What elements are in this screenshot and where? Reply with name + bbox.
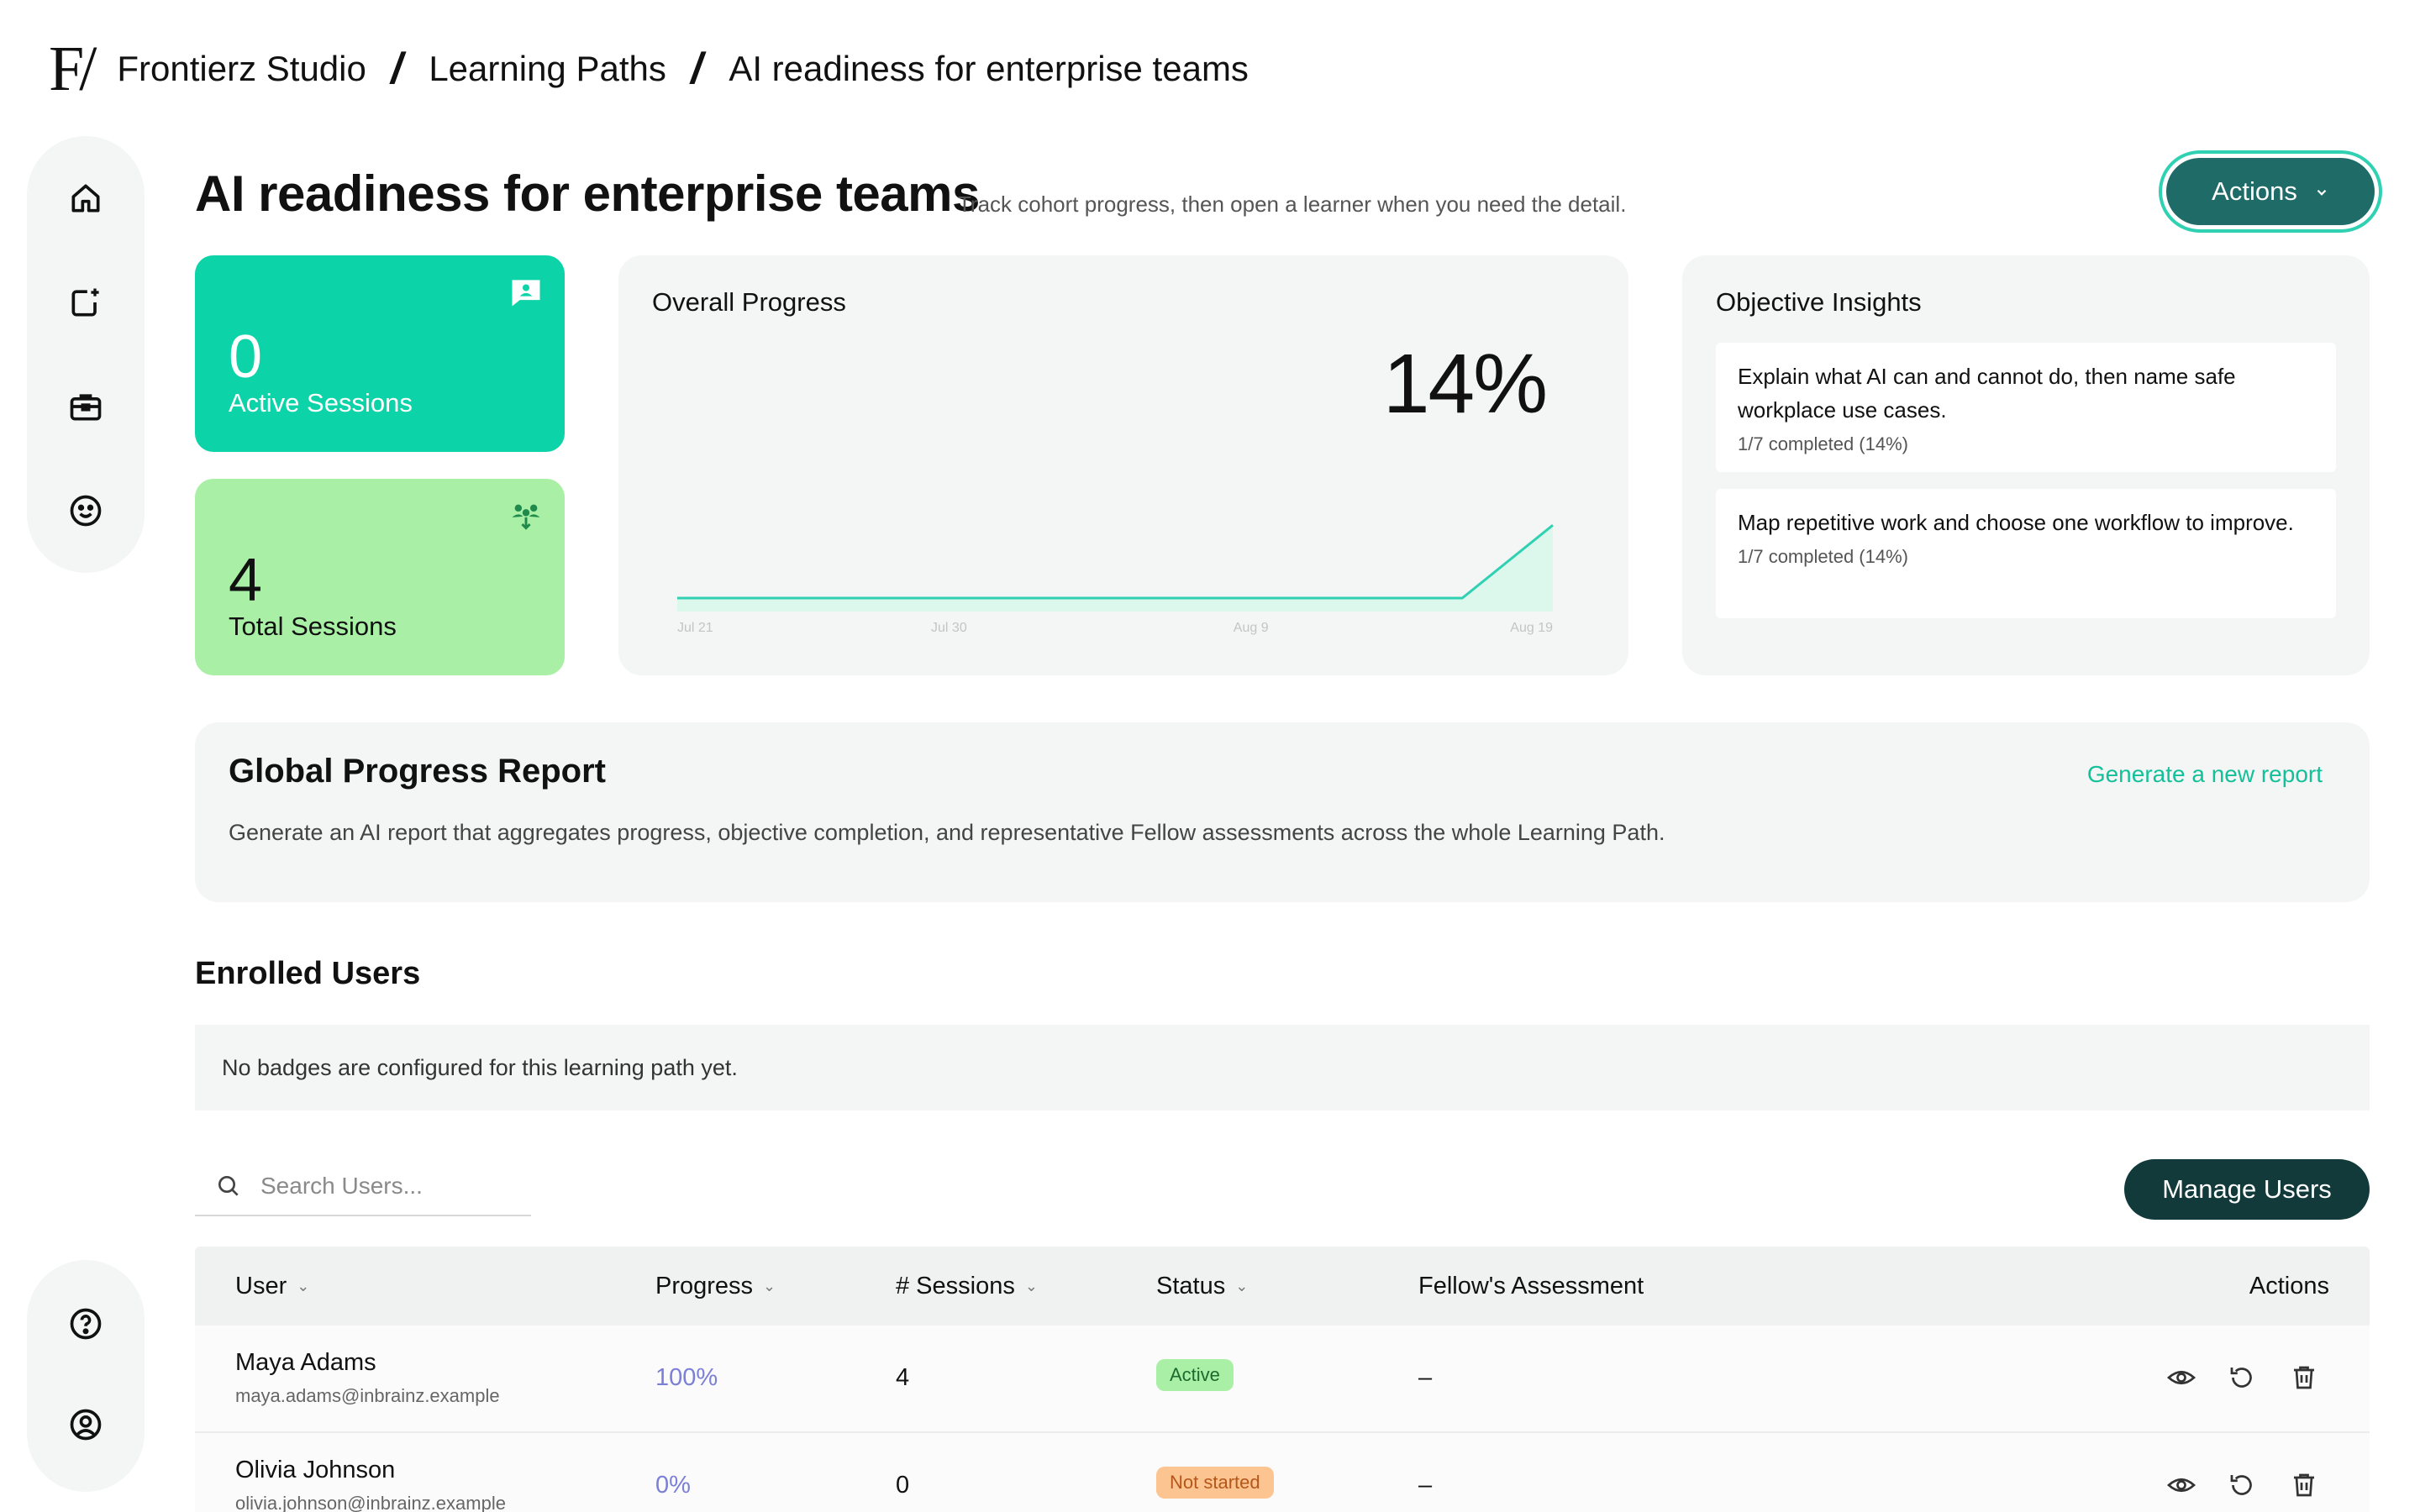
status-badge: Active xyxy=(1156,1359,1234,1391)
page-title: AI readiness for enterprise teams xyxy=(195,165,980,222)
breadcrumb-item-learning-paths[interactable]: Learning Paths xyxy=(429,49,666,88)
actions-button-label: Actions xyxy=(2212,176,2297,206)
sort-chevron-icon: ⌄ xyxy=(763,1277,776,1294)
search-icon xyxy=(218,1176,239,1196)
x-tick-label: Aug 9 xyxy=(1234,621,1269,635)
chevron-down-icon xyxy=(2314,176,2329,207)
progress-line xyxy=(677,524,1554,600)
column-label: Status xyxy=(1156,1272,1226,1299)
breadcrumb-item-current: AI readiness for enterprise teams xyxy=(729,49,1249,88)
reset-icon[interactable] xyxy=(2227,1470,2260,1504)
progress-chart: Jul 21 Jul 30 Aug 9 Aug 19 xyxy=(677,524,1554,635)
x-tick-label: Aug 19 xyxy=(1510,621,1553,635)
column-label: Progress xyxy=(655,1272,754,1299)
x-tick-label: Jul 30 xyxy=(931,621,967,635)
generate-report-link[interactable]: Generate a new report xyxy=(2086,761,2323,787)
insight-meta: 1/7 completed (14%) xyxy=(1738,546,1908,567)
user-name: Maya Adams xyxy=(235,1349,376,1376)
active-sessions-card: 0 Active Sessions xyxy=(195,255,565,452)
table-row[interactable]: Olivia Johnson olivia.johnson@inbrainz.e… xyxy=(195,1433,2370,1512)
global-progress-report: Global Progress Report Generate an AI re… xyxy=(195,722,2370,902)
column-label: Fellow's Assessment xyxy=(1418,1272,1644,1299)
user-cell: Olivia Johnson olivia.johnson@inbrainz.e… xyxy=(235,1457,506,1512)
breadcrumb-separator: / xyxy=(387,45,408,93)
group-icon xyxy=(512,504,540,530)
delete-icon[interactable] xyxy=(2289,1470,2323,1504)
status-cell: Active xyxy=(1156,1359,1234,1391)
assessment-value: – xyxy=(1418,1472,1433,1499)
smiley-icon[interactable] xyxy=(64,489,108,533)
help-icon[interactable] xyxy=(64,1302,108,1346)
assessment-value: – xyxy=(1418,1364,1433,1391)
sort-chevron-icon: ⌄ xyxy=(1235,1277,1249,1294)
active-sessions-value: 0 xyxy=(229,323,263,391)
insight-text: Explain what AI can and cannot do, then … xyxy=(1738,364,2236,423)
users-table-header: User ⌄ Progress ⌄ # Sessions ⌄ Status ⌄ Fell… xyxy=(195,1247,2370,1326)
sort-chevron-icon: ⌄ xyxy=(1024,1277,1038,1294)
status-cell: Not started xyxy=(1156,1467,1274,1499)
manage-users-button[interactable]: Manage Users xyxy=(2124,1159,2370,1220)
brand-logo[interactable]: F/ xyxy=(49,34,97,104)
user-cell: Maya Adams maya.adams@inbrainz.example xyxy=(235,1349,500,1407)
total-sessions-label: Total Sessions xyxy=(229,612,397,641)
x-tick-label: Jul 21 xyxy=(677,621,713,635)
enrolled-users-title: Enrolled Users xyxy=(195,956,421,991)
insight-item[interactable]: Map repetitive work and choose one workf… xyxy=(1716,489,2336,618)
total-sessions-card: 4 Total Sessions xyxy=(195,479,565,675)
overall-progress-value: 14% xyxy=(1382,337,1548,431)
sort-chevron-icon: ⌄ xyxy=(297,1277,310,1294)
column-header-user[interactable]: User ⌄ xyxy=(235,1247,309,1326)
home-icon[interactable] xyxy=(64,176,108,220)
sidebar-secondary xyxy=(27,1260,145,1492)
reset-icon[interactable] xyxy=(2227,1362,2260,1396)
overall-progress-title: Overall Progress xyxy=(652,287,846,317)
user-email: olivia.johnson@inbrainz.example xyxy=(235,1493,506,1512)
column-label: Actions xyxy=(2249,1272,2329,1299)
delete-icon[interactable] xyxy=(2289,1362,2323,1396)
report-description: Generate an AI report that aggregates pr… xyxy=(229,820,1665,845)
sessions-count: 0 xyxy=(896,1472,910,1499)
column-header-sessions[interactable]: # Sessions ⌄ xyxy=(896,1247,1038,1326)
breadcrumb-item-studio[interactable]: Frontierz Studio xyxy=(117,49,366,88)
column-label: User xyxy=(235,1272,287,1299)
status-badge: Not started xyxy=(1156,1467,1274,1499)
chat-user-icon xyxy=(512,280,540,307)
actions-button[interactable]: Actions xyxy=(2166,158,2375,225)
breadcrumb-separator: / xyxy=(687,45,708,93)
column-header-actions: Actions xyxy=(2249,1247,2329,1326)
user-email: maya.adams@inbrainz.example xyxy=(235,1385,500,1406)
table-row[interactable]: Maya Adams maya.adams@inbrainz.example 1… xyxy=(195,1326,2370,1433)
total-sessions-value: 4 xyxy=(229,547,263,614)
briefcase-icon[interactable] xyxy=(64,385,108,428)
new-item-icon[interactable] xyxy=(64,281,108,324)
report-title: Global Progress Report xyxy=(229,753,606,790)
search-bar xyxy=(195,1158,531,1216)
column-label: # Sessions xyxy=(896,1272,1015,1299)
objective-insights-title: Objective Insights xyxy=(1716,287,1922,317)
view-icon[interactable] xyxy=(2166,1362,2200,1396)
overall-progress-card: Jul 21 Jul 30 Aug 9 Aug 19 Overall Progress… xyxy=(618,255,1628,675)
breadcrumb: F/ Frontierz Studio / Learning Paths / A… xyxy=(49,30,1249,108)
insight-text: Map repetitive work and choose one workf… xyxy=(1738,510,2294,535)
user-name: Olivia Johnson xyxy=(235,1457,396,1483)
objective-insights-card: Objective Insights Explain what AI can a… xyxy=(1682,255,2370,675)
search-input[interactable] xyxy=(260,1173,513,1200)
progress-value[interactable]: 0% xyxy=(655,1472,691,1499)
page-subtitle: Track cohort progress, then open a learn… xyxy=(958,192,1627,217)
insight-item[interactable]: Explain what AI can and cannot do, then … xyxy=(1716,343,2336,472)
column-header-progress[interactable]: Progress ⌄ xyxy=(655,1247,776,1326)
column-header-status[interactable]: Status ⌄ xyxy=(1156,1247,1248,1326)
progress-value[interactable]: 100% xyxy=(655,1364,718,1391)
badges-notice: No badges are configured for this learni… xyxy=(195,1025,2370,1110)
progress-area xyxy=(677,525,1553,612)
sessions-count: 4 xyxy=(896,1364,910,1391)
column-header-assessment: Fellow's Assessment xyxy=(1418,1247,1644,1326)
account-icon[interactable] xyxy=(64,1403,108,1446)
active-sessions-label: Active Sessions xyxy=(229,388,413,417)
insight-meta: 1/7 completed (14%) xyxy=(1738,433,1908,454)
view-icon[interactable] xyxy=(2166,1470,2200,1504)
sidebar-main xyxy=(27,136,145,573)
